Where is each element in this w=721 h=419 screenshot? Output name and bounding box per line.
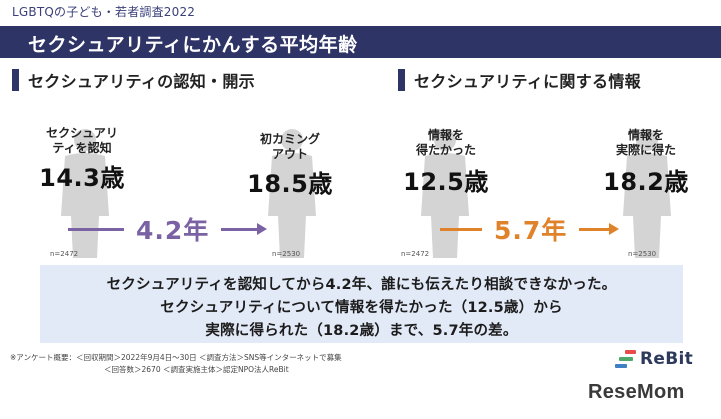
rebit-wordmark: ReBit <box>640 349 694 369</box>
page-title: セクシュアリティにかんする平均年齢 <box>28 34 358 56</box>
gap-value-left: 4.2年 <box>136 216 210 245</box>
arrow-line <box>440 227 482 231</box>
arrow-line <box>68 227 124 231</box>
section-heading-text: セクシュアリティに関する情報 <box>414 72 641 91</box>
summary-line-2: セクシュアリティについて情報を得たかった（12.5歳）から <box>160 300 563 316</box>
sample-size-label: n=2530 <box>272 250 301 258</box>
summary-line-1: セクシュアリティを認知してから4.2年、誰にも伝えたり相談できなかった。 <box>106 277 617 293</box>
arrow-head-icon <box>257 223 268 235</box>
arrow-line <box>221 227 258 231</box>
footnote-line-1: ※アンケート概要：＜回収期間＞2022年9月4日～30日 ＜調査方法＞SNS等イ… <box>10 353 342 362</box>
sample-size-label: n=2472 <box>401 250 430 258</box>
section-marker <box>12 69 19 91</box>
age-label-coming-out: 初カミング アウト <box>259 132 320 161</box>
arrow-head-icon <box>609 223 620 235</box>
section-heading-text: セクシュアリティの認知・開示 <box>28 72 255 91</box>
section-marker <box>398 69 405 91</box>
gap-value-right: 5.7年 <box>494 216 568 245</box>
footnote-line-2: ＜回答数＞2670 ＜調査実施主体＞認定NPO法人ReBit <box>104 365 289 374</box>
person-silhouette-icon <box>262 128 322 258</box>
summary-box: セクシュアリティを認知してから4.2年、誰にも伝えたり相談できなかった。 セクシ… <box>40 265 683 343</box>
person-silhouette-icon <box>55 128 115 258</box>
age-value-wanted-info: 12.5歳 <box>403 168 489 196</box>
section-heading-right: セクシュアリティに関する情報 <box>398 67 641 93</box>
gap-arrow-right: 5.7年 <box>440 212 620 246</box>
person-silhouette-icon <box>415 128 475 258</box>
person-silhouette-icon <box>617 128 677 258</box>
sample-size-label: n=2530 <box>628 250 657 258</box>
gap-arrow-left: 4.2年 <box>68 212 268 246</box>
age-label-got-info: 情報を 実際に得た <box>615 128 676 157</box>
age-label-recognize: セクシュアリ ティを認知 <box>46 126 118 155</box>
section-heading-left: セクシュアリティの認知・開示 <box>12 67 255 93</box>
survey-title: LGBTQの子ども・若者調査2022 <box>12 5 196 19</box>
age-value-coming-out: 18.5歳 <box>247 170 333 198</box>
age-value-got-info: 18.2歳 <box>603 168 689 196</box>
summary-line-3: 実際に得られた（18.2歳）まで、5.7年の差。 <box>205 323 518 339</box>
age-label-wanted-info: 情報を 得たかった <box>415 128 476 157</box>
sample-size-label: n=2472 <box>50 250 79 258</box>
arrow-line <box>579 227 610 231</box>
age-value-recognize: 14.3歳 <box>39 164 125 192</box>
title-bar: セクシュアリティにかんする平均年齢 <box>0 26 721 58</box>
rebit-logo: ReBit <box>615 349 693 369</box>
resemom-logo: ReseMom <box>588 381 685 403</box>
rebit-mark-icon <box>615 349 637 369</box>
